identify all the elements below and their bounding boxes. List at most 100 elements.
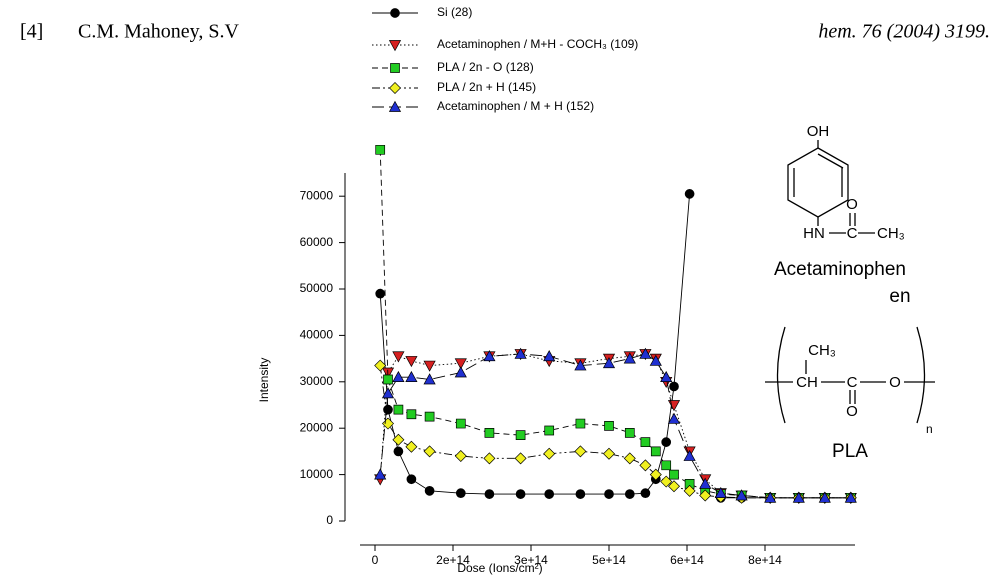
legend-label: Acetaminophen / M+H - COCH₃ (109): [437, 37, 638, 51]
marker: [392, 433, 405, 446]
marker: [575, 489, 586, 499]
marker: [455, 418, 466, 429]
marker: [382, 417, 394, 430]
y-tick-label: 20000: [300, 420, 334, 434]
acetaminophen-structure: [787, 140, 875, 234]
marker: [602, 357, 616, 369]
marker: [424, 411, 435, 422]
legend-label: PLA / 2n - O (128): [437, 60, 534, 74]
x-axis-label: Dose (Ions/cm²): [457, 561, 542, 575]
y-tick-label: 40000: [300, 328, 334, 342]
compound-name: Acetaminophen: [774, 259, 906, 280]
marker: [375, 288, 386, 299]
marker: [381, 387, 395, 399]
marker: [405, 356, 418, 368]
marker: [604, 489, 614, 499]
marker: [639, 459, 652, 472]
marker: [514, 452, 527, 465]
marker: [383, 404, 393, 415]
marker: [649, 354, 662, 366]
series-line: [379, 353, 851, 499]
reference-source: hem. 76 (2004) 3199.: [818, 21, 990, 43]
marker: [574, 445, 587, 458]
marker: [390, 63, 400, 73]
chem-label: CH₃: [877, 225, 905, 242]
marker: [684, 189, 695, 199]
plot: 0 10000 20000 30000 40000 50000 60000 70000 0 2e+…: [300, 144, 857, 567]
marker: [483, 452, 496, 465]
marker: [483, 350, 496, 362]
marker: [639, 347, 652, 359]
series-line: [379, 365, 851, 499]
marker: [455, 488, 466, 499]
marker: [624, 427, 635, 438]
legend: Si (28) Acetaminophen / M+H - COCH₃ (109)…: [372, 5, 638, 113]
marker: [649, 468, 662, 481]
marker: [375, 144, 386, 155]
reference-authors: C.M. Mahoney, S.V: [78, 21, 239, 43]
x-tick-label: 6e+14: [670, 553, 704, 567]
pla-structure: [765, 326, 935, 424]
marker: [604, 421, 614, 431]
x-tick-label: 2e+14: [436, 553, 470, 567]
marker: [514, 347, 527, 359]
marker: [844, 491, 857, 503]
marker: [667, 400, 681, 412]
y-tick-label: 60000: [300, 235, 334, 249]
x-tick-label: 3e+14: [514, 553, 548, 567]
marker: [388, 40, 402, 52]
marker: [669, 469, 679, 480]
bracket: [916, 326, 926, 424]
chem-label: CH: [796, 374, 818, 391]
chem-label: C: [847, 374, 858, 391]
marker: [818, 491, 831, 503]
marker: [390, 8, 400, 18]
marker: [603, 447, 615, 460]
marker: [388, 100, 402, 112]
marker: [393, 404, 404, 415]
marker: [383, 374, 393, 385]
y-tick-label: 10000: [300, 467, 334, 481]
series-line: [379, 149, 851, 499]
compound-name: PLA: [832, 441, 868, 462]
legend-label: PLA / 2n + H (145): [437, 80, 536, 94]
marker: [764, 491, 777, 503]
marker: [699, 477, 712, 489]
bracket: [776, 326, 786, 424]
marker: [423, 445, 436, 458]
marker: [484, 489, 495, 499]
marker: [660, 370, 673, 383]
chem-label: HN: [803, 225, 825, 242]
marker: [454, 366, 467, 378]
marker: [389, 82, 401, 94]
bond: [817, 153, 844, 169]
marker: [650, 446, 661, 457]
marker: [623, 452, 636, 465]
compound-name: en: [889, 286, 910, 307]
marker: [515, 489, 526, 499]
chem-label: n: [926, 422, 933, 436]
chem-label: OH: [807, 123, 830, 140]
y-tick-label: 0: [326, 513, 333, 527]
marker: [575, 418, 586, 429]
marker: [684, 479, 695, 489]
marker: [424, 485, 435, 496]
marker: [683, 484, 696, 497]
marker: [423, 373, 436, 385]
y-tick-label: 70000: [300, 188, 334, 202]
marker: [543, 447, 556, 460]
marker: [405, 440, 418, 453]
marker: [574, 359, 587, 371]
marker: [406, 474, 417, 485]
marker: [405, 370, 418, 383]
y-tick-label: 30000: [300, 374, 334, 388]
marker: [392, 351, 405, 363]
x-tick-label: 0: [372, 553, 379, 567]
marker: [624, 489, 635, 499]
marker: [714, 486, 727, 499]
marker: [699, 489, 712, 502]
marker: [735, 489, 748, 501]
chem-label: O: [846, 403, 858, 420]
